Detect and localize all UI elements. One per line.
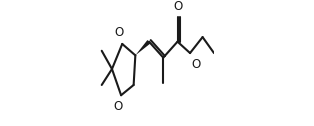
Polygon shape [135, 40, 151, 55]
Text: O: O [114, 100, 123, 113]
Text: O: O [173, 0, 182, 13]
Text: O: O [192, 58, 201, 71]
Text: O: O [115, 26, 124, 39]
